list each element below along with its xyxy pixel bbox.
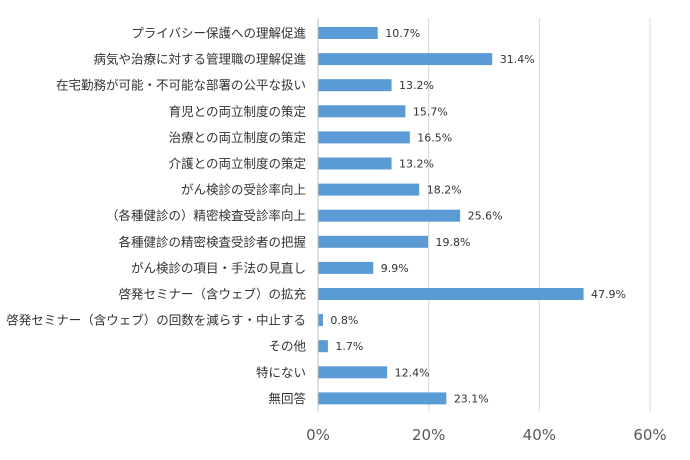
category-label-3: 育児との両立制度の策定 [169,104,306,119]
bar-12 [318,340,328,353]
gridlines [317,18,651,412]
category-label-9: がん検診の項目・手法の見直し [131,260,306,275]
bar-2 [318,79,392,92]
bar-5 [318,157,392,170]
bar-10 [318,288,584,300]
value-label-7: 25.6% [468,210,503,223]
category-label-7: （各種健診の）精密検査受診率向上 [106,208,306,223]
x-axis-tick-labels: 0% 20% 40% 60% [306,426,667,444]
value-label-0: 10.7% [385,27,420,40]
value-label-6: 18.2% [427,184,462,197]
value-label-4: 16.5% [417,131,452,144]
category-label-1: 病気や治療に対する管理職の理解促進 [93,52,306,67]
category-label-12: その他 [268,339,306,354]
category-label-0: プライバシー保護への理解促進 [131,26,306,41]
value-label-1: 31.4% [500,53,535,66]
x-tick-label-0: 0% [306,426,330,444]
value-label-2: 13.2% [399,79,434,92]
value-label-14: 23.1% [454,392,489,405]
bars [318,27,584,405]
bar-7 [318,209,461,222]
bar-4 [318,131,410,144]
category-labels: プライバシー保護への理解促進病気や治療に対する管理職の理解促進在宅勤務が可能・不… [6,26,306,406]
category-label-14: 無回答 [268,391,306,406]
category-label-10: 啓発セミナー（含ウェブ）の拡充 [118,287,306,302]
bar-9 [318,261,374,274]
x-tick-label-40: 40% [523,426,556,444]
category-label-8: 各種健診の精密検査受診者の把握 [118,234,306,249]
category-label-4: 治療との両立制度の策定 [169,130,306,145]
bar-0 [318,27,378,39]
value-label-12: 1.7% [335,340,363,353]
category-label-2: 在宅勤務が可能・不可能な部署の公平な扱い [56,78,306,93]
x-tick-label-60: 60% [633,426,666,444]
value-label-13: 12.4% [395,366,430,379]
x-tick-label-20: 20% [412,426,445,444]
bar-14 [318,392,447,405]
value-label-11: 0.8% [330,314,358,327]
category-label-13: 特にない [256,365,306,380]
value-label-10: 47.9% [591,288,626,301]
value-label-8: 19.8% [436,236,471,249]
value-labels: 10.7% 31.4% 13.2% 15.7% 16.5% 13.2% 18.2% 25.6%… [330,27,626,405]
bar-1 [318,53,493,66]
value-label-5: 13.2% [399,158,434,171]
bar-13 [318,366,388,379]
value-label-3: 15.7% [413,105,448,118]
bar-8 [318,235,429,248]
category-label-5: 介護との両立制度の策定 [169,156,306,171]
bar-3 [318,105,406,118]
bar-11 [318,314,323,327]
value-label-9: 9.9% [381,262,409,275]
category-label-6: がん検診の受診率向上 [181,182,306,197]
bar-6 [318,183,420,196]
category-label-11: 啓発セミナー（含ウェブ）の回数を減らす・中止する [6,313,306,328]
